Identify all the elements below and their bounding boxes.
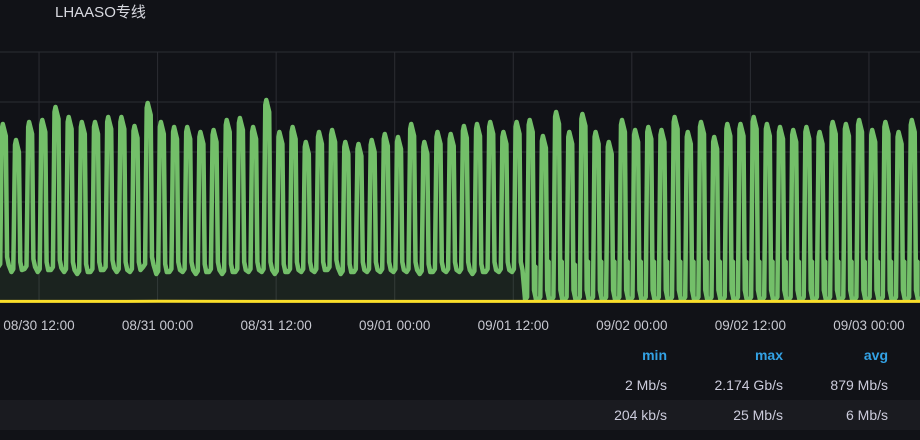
x-axis-tick-label: 08/30 12:00 xyxy=(3,318,74,333)
x-axis-tick-label: 09/01 00:00 xyxy=(359,318,430,333)
legend-avg-value: 6 Mb/s xyxy=(845,407,888,423)
x-axis-tick-label: 08/31 12:00 xyxy=(240,318,311,333)
legend-header-min[interactable]: min xyxy=(642,347,667,363)
legend-row-outbound[interactable]: 204 kb/s 25 Mb/s 6 Mb/s xyxy=(0,400,920,430)
legend-header-max[interactable]: max xyxy=(754,347,783,363)
x-axis-tick-label: 09/03 00:00 xyxy=(833,318,904,333)
legend-avg-value: 879 Mb/s xyxy=(830,377,888,393)
series-inbound-line xyxy=(0,97,920,303)
legend-max-value: 2.174 Gb/s xyxy=(714,377,784,393)
legend-min-value: 2 Mb/s xyxy=(624,377,667,393)
x-axis-tick-label: 09/02 12:00 xyxy=(715,318,786,333)
x-axis-tick-label: 08/31 00:00 xyxy=(122,318,193,333)
legend-max-value: 25 Mb/s xyxy=(733,407,783,423)
panel-title: LHAASO专线 xyxy=(55,4,146,21)
time-series-chart: 08/30 12:00 08/31 00:00 08/31 12:00 09/01 0… xyxy=(0,51,920,333)
legend-header: min max avg xyxy=(0,340,920,370)
x-axis-tick-label: 09/02 00:00 xyxy=(596,318,667,333)
legend-header-avg[interactable]: avg xyxy=(863,347,888,363)
legend-table: min max avg 2 Mb/s 2.174 Gb/s 879 Mb/s 2… xyxy=(0,340,920,430)
x-axis-tick-label: 09/01 12:00 xyxy=(478,318,549,333)
legend-min-value: 204 kb/s xyxy=(614,407,667,423)
legend-row-inbound[interactable]: 2 Mb/s 2.174 Gb/s 879 Mb/s xyxy=(0,370,920,400)
